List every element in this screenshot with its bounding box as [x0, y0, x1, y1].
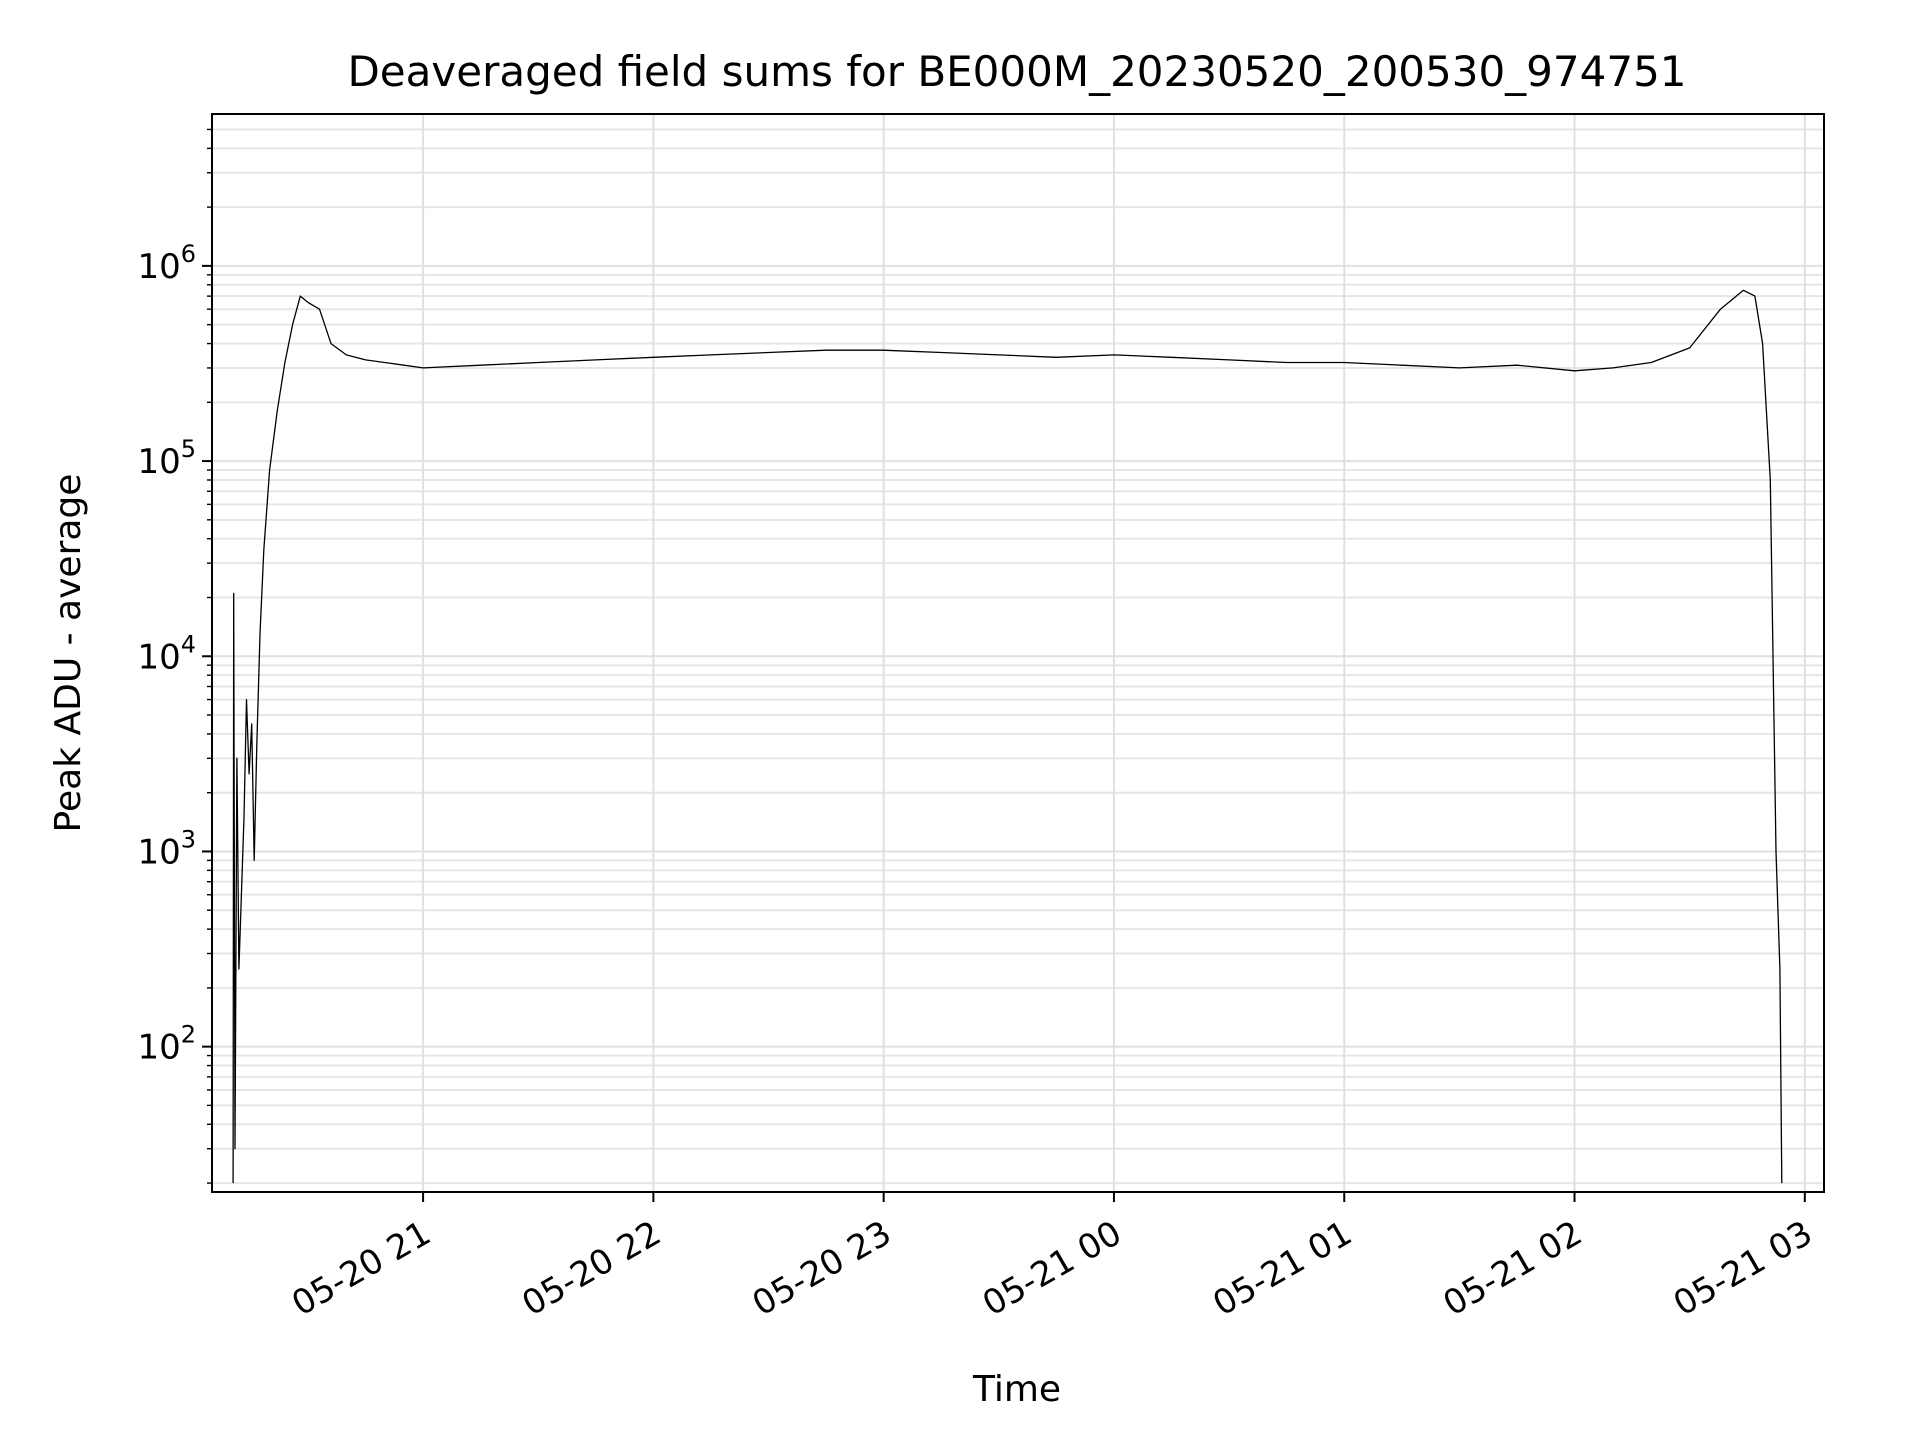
y-axis-label: Peak ADU - average [48, 474, 89, 833]
plot-frame [211, 113, 1825, 1193]
y-tick-label: 104 [137, 630, 196, 677]
y-tick-label: 105 [137, 435, 196, 482]
x-axis-label: Time [972, 1369, 1061, 1410]
y-tick-label: 106 [137, 240, 196, 287]
grid [212, 114, 1824, 1192]
y-tick-label: 103 [137, 825, 196, 872]
chart-title: Deaveraged field sums for BE000M_2023052… [347, 47, 1686, 96]
y-tick-label: 102 [137, 1021, 196, 1068]
series-layer [232, 289, 1783, 1184]
series-line [232, 289, 1783, 1184]
